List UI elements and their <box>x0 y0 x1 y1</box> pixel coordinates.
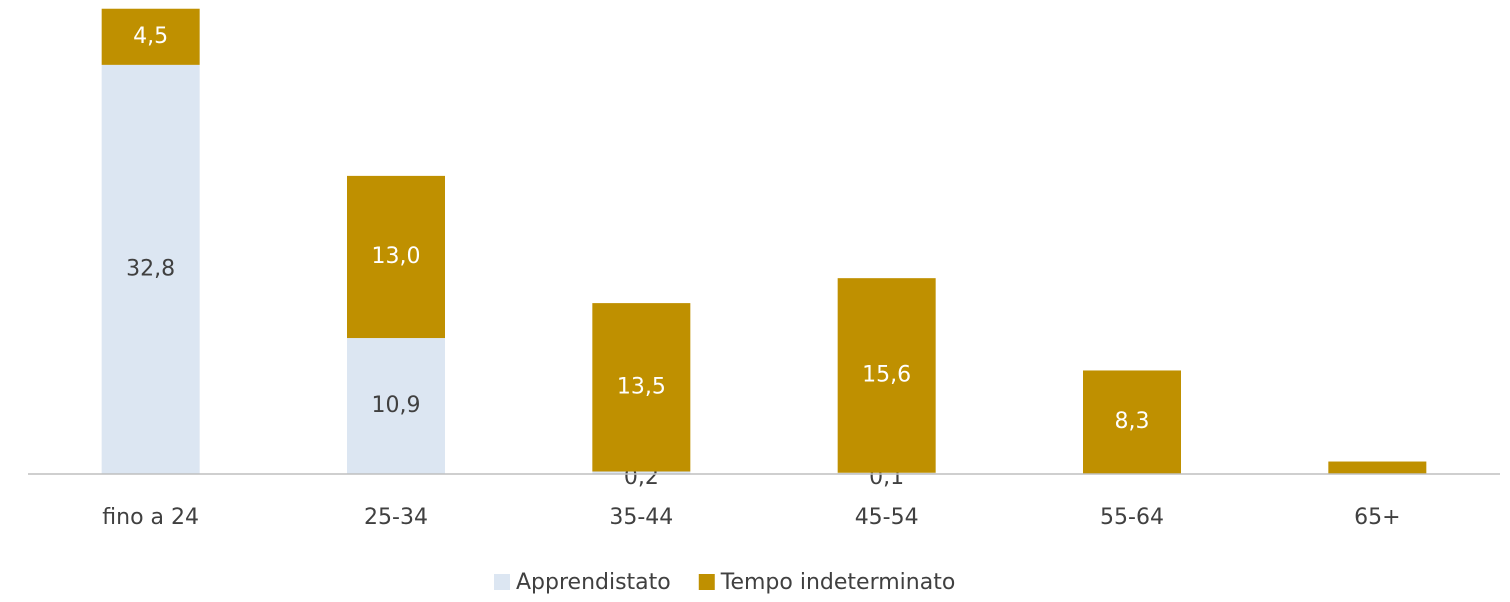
legend-label: Tempo indeterminato <box>720 570 956 595</box>
x-tick-label: 55-64 <box>1100 505 1164 530</box>
data-label: 13,5 <box>617 374 666 399</box>
bar-segment <box>101 8 200 65</box>
legend-label: Apprendistato <box>516 570 671 595</box>
bar-segment <box>347 175 445 339</box>
legend-swatch <box>494 574 510 590</box>
bar-segment <box>1328 461 1427 474</box>
bar-segment <box>101 64 200 474</box>
data-label: 10,9 <box>372 393 421 418</box>
bar-segment <box>347 338 445 474</box>
x-tick-label: 35-44 <box>609 505 673 530</box>
x-tick-label: 65+ <box>1354 505 1400 530</box>
x-tick-label: 45-54 <box>855 505 919 530</box>
x-tick-label: fino a 24 <box>102 505 199 530</box>
legend-swatch <box>698 574 715 590</box>
bar-segment <box>592 303 691 472</box>
data-label: 15,6 <box>862 362 911 387</box>
data-label: 13,0 <box>372 244 421 269</box>
bar-segment <box>592 471 691 474</box>
data-label: 32,8 <box>126 256 175 281</box>
bar-segment <box>1083 370 1181 474</box>
data-label: 4,5 <box>133 24 168 49</box>
data-label: 8,3 <box>1115 409 1150 434</box>
x-tick-label: 25-34 <box>364 505 428 530</box>
bar-segment <box>837 278 936 473</box>
